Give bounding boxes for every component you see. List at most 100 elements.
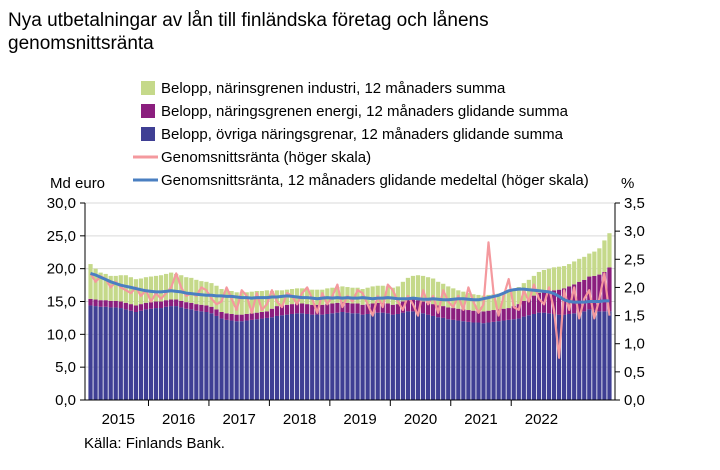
- bar-ovriga: [431, 315, 436, 400]
- bar-ovriga: [410, 311, 416, 400]
- bar-ovriga: [531, 313, 537, 400]
- bar-energi: [103, 300, 108, 307]
- bar-energi: [279, 305, 285, 316]
- bar-industri: [375, 285, 380, 303]
- x-year-label: 2016: [162, 411, 195, 428]
- bar-ovriga: [360, 314, 365, 400]
- bar-energi: [199, 304, 204, 312]
- bar-industri: [214, 285, 219, 310]
- bar-energi: [254, 312, 259, 320]
- bar-ovriga: [572, 313, 577, 400]
- bar-energi: [546, 290, 552, 314]
- bar-ovriga: [400, 312, 406, 400]
- right-tick-label: 1,5: [624, 308, 645, 325]
- bar-energi: [224, 313, 229, 320]
- bar-ovriga: [98, 306, 103, 400]
- bar-energi: [294, 303, 300, 314]
- bar-ovriga: [461, 321, 466, 400]
- bar-industri: [98, 272, 103, 301]
- bar-energi: [461, 309, 466, 322]
- bar-energi: [143, 302, 149, 310]
- bar-energi: [274, 306, 280, 316]
- bar-industri: [501, 292, 506, 309]
- bar-ovriga: [128, 310, 133, 400]
- bar-industri: [174, 273, 179, 300]
- bar-energi: [300, 303, 305, 314]
- left-axis-unit: Md euro: [50, 175, 105, 192]
- bar-ovriga: [350, 313, 355, 400]
- right-tick-label: 0,0: [624, 392, 645, 409]
- bar-ovriga: [189, 309, 194, 400]
- bar-energi: [184, 302, 189, 309]
- bar-ovriga: [491, 321, 496, 400]
- bar-ovriga: [451, 319, 456, 400]
- bar-industri: [184, 277, 189, 303]
- bar-ovriga: [441, 317, 446, 400]
- bar-energi: [163, 300, 169, 307]
- bar-ovriga: [541, 312, 547, 400]
- bar-industri: [546, 268, 552, 291]
- right-axis-unit: %: [621, 175, 634, 192]
- bar-industri: [395, 286, 400, 305]
- x-year-label: 2018: [283, 411, 316, 428]
- right-tick-label: 1,0: [624, 336, 645, 353]
- bar-ovriga: [415, 312, 421, 400]
- bar-industri: [370, 286, 375, 304]
- bar-ovriga: [536, 312, 542, 400]
- bar-ovriga: [113, 307, 118, 400]
- bar-energi: [441, 306, 446, 318]
- bar-energi: [536, 292, 542, 313]
- bar-energi: [88, 298, 93, 306]
- bar-ovriga: [158, 308, 164, 400]
- left-tick-label: 5,0: [55, 359, 76, 376]
- bar-industri: [410, 275, 416, 300]
- bar-ovriga: [592, 310, 597, 400]
- bar-energi: [264, 311, 269, 318]
- bar-industri: [511, 289, 516, 307]
- bar-ovriga: [486, 322, 491, 400]
- bar-industri: [572, 261, 577, 285]
- bar-energi: [113, 300, 118, 308]
- bar-ovriga: [169, 306, 174, 400]
- bar-energi: [390, 304, 395, 315]
- bar-ovriga: [93, 306, 98, 400]
- bar-industri: [365, 287, 370, 305]
- bar-ovriga: [294, 313, 300, 400]
- bar-energi: [194, 304, 199, 311]
- bar-energi: [289, 304, 295, 314]
- bar-industri: [431, 278, 436, 305]
- left-tick-label: 20,0: [47, 261, 76, 278]
- bar-ovriga: [184, 308, 189, 400]
- bar-ovriga: [244, 320, 249, 400]
- bar-energi: [325, 304, 330, 314]
- bar-ovriga: [103, 306, 108, 400]
- right-tick-label: 2,5: [624, 251, 645, 268]
- bar-ovriga: [234, 321, 239, 400]
- bar-industri: [385, 286, 390, 304]
- bar-ovriga: [123, 309, 128, 400]
- bar-industri: [577, 258, 582, 282]
- bar-industri: [259, 290, 264, 313]
- bar-ovriga: [380, 312, 385, 400]
- bar-energi: [269, 308, 275, 318]
- bar-industri: [380, 285, 385, 303]
- bar-ovriga: [526, 315, 531, 400]
- bar-industri: [204, 281, 209, 306]
- bar-energi: [239, 314, 244, 322]
- bar-energi: [511, 306, 516, 320]
- left-tick-label: 10,0: [47, 326, 76, 343]
- bar-ovriga: [597, 311, 602, 400]
- bar-ovriga: [174, 306, 179, 400]
- x-year-label: 2021: [464, 411, 497, 428]
- bar-energi: [375, 302, 380, 313]
- bar-energi: [204, 305, 209, 313]
- bar-industri: [476, 294, 481, 311]
- bar-energi: [365, 304, 370, 314]
- bar-ovriga: [385, 313, 390, 400]
- bar-ovriga: [284, 314, 290, 400]
- bar-energi: [335, 302, 340, 313]
- bar-industri: [567, 264, 572, 287]
- bar-industri: [582, 256, 587, 280]
- bar-ovriga: [511, 319, 516, 400]
